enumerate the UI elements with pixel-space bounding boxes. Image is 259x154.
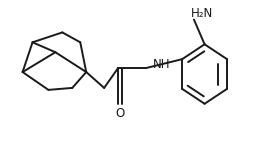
Text: O: O — [116, 107, 125, 120]
Text: NH: NH — [153, 58, 170, 71]
Text: H₂N: H₂N — [191, 7, 213, 20]
